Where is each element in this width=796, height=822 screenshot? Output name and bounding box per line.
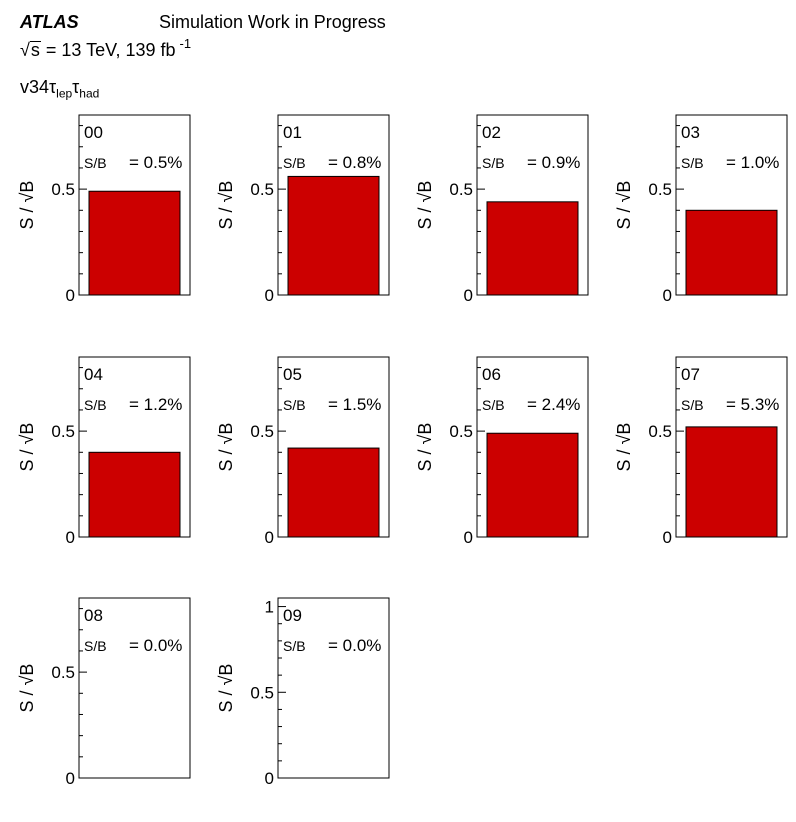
y-axis-title-06: S / √B <box>415 423 435 472</box>
sb-label-00: S/B <box>84 155 107 171</box>
y-tick-label-08-0: 0 <box>66 769 75 788</box>
bar-05 <box>287 447 380 538</box>
panel-frame-00 <box>78 114 191 296</box>
panel-label-08: 08 <box>84 606 103 625</box>
y-tick-label-01-0: 0 <box>265 286 274 305</box>
panel-frame-04 <box>78 356 191 538</box>
sb-label-07: S/B <box>681 397 704 413</box>
panel-label-01: 01 <box>283 123 302 142</box>
panel-label-03: 03 <box>681 123 700 142</box>
sb-label-06: S/B <box>482 397 505 413</box>
y-tick-label-02-0.5: 0.5 <box>449 180 473 199</box>
y-axis-title-01: S / √B <box>216 181 236 230</box>
channel-tau-1: τ <box>49 77 57 97</box>
bar-07 <box>685 426 778 538</box>
energy-label: √s = 13 TeV, 139 fb -1 <box>20 36 192 60</box>
panel-frame-03 <box>675 114 788 296</box>
y-tick-label-00-0: 0 <box>66 286 75 305</box>
channel-label: v34τlepτhad <box>20 77 99 101</box>
y-tick-label-09-0.5: 0.5 <box>250 683 274 702</box>
panel-label-00: 00 <box>84 123 103 142</box>
panel-label-07: 07 <box>681 365 700 384</box>
panel-label-05: 05 <box>283 365 302 384</box>
y-tick-label-04-0: 0 <box>66 528 75 547</box>
bar-03 <box>685 209 778 296</box>
panel-frame-08 <box>78 597 191 779</box>
y-axis-title-08: S / √B <box>17 664 37 713</box>
y-axis-title-00: S / √B <box>17 181 37 230</box>
panel-frame-02 <box>476 114 589 296</box>
bar-01 <box>287 175 380 296</box>
y-tick-label-02-0: 0 <box>464 286 473 305</box>
bar-06 <box>486 432 579 538</box>
sb-label-02: S/B <box>482 155 505 171</box>
y-tick-label-00-0.5: 0.5 <box>51 180 75 199</box>
panel-frame-07 <box>675 356 788 538</box>
sb-value-04: = 1.2% <box>129 395 182 414</box>
channel-had: had <box>79 86 100 101</box>
bar-04 <box>88 451 181 538</box>
experiment-label: ATLAS <box>20 12 79 32</box>
y-tick-label-07-0.5: 0.5 <box>648 422 672 441</box>
y-tick-label-09-0: 0 <box>265 769 274 788</box>
panel-frame-01 <box>277 114 390 296</box>
sb-value-07: = 5.3% <box>726 395 779 414</box>
y-tick-label-01-0.5: 0.5 <box>250 180 274 199</box>
y-tick-label-06-0.5: 0.5 <box>449 422 473 441</box>
sb-value-01: = 0.8% <box>328 153 381 172</box>
panel-label-09: 09 <box>283 606 302 625</box>
panel-frame-06 <box>476 356 589 538</box>
sb-label-05: S/B <box>283 397 306 413</box>
y-axis-title-03: S / √B <box>614 181 634 230</box>
sb-label-01: S/B <box>283 155 306 171</box>
y-tick-label-06-0: 0 <box>464 528 473 547</box>
sb-value-08: = 0.0% <box>129 636 182 655</box>
sb-label-08: S/B <box>84 638 107 654</box>
panel-frame-05 <box>277 356 390 538</box>
sb-value-00: = 0.5% <box>129 153 182 172</box>
energy-text: = 13 TeV, 139 fb <box>45 40 176 60</box>
lumi-exponent: -1 <box>179 36 192 51</box>
panel-label-02: 02 <box>482 123 501 142</box>
sb-value-02: = 0.9% <box>527 153 580 172</box>
sb-value-06: = 2.4% <box>527 395 580 414</box>
y-tick-label-08-0.5: 0.5 <box>51 663 75 682</box>
y-axis-title-02: S / √B <box>415 181 435 230</box>
y-tick-label-05-0: 0 <box>265 528 274 547</box>
y-tick-label-09-1: 1 <box>265 598 274 617</box>
channel-tau-2: τ <box>72 77 80 97</box>
y-axis-title-05: S / √B <box>216 423 236 472</box>
y-tick-label-04-0.5: 0.5 <box>51 422 75 441</box>
channel-lep: lep <box>56 86 73 101</box>
sb-label-04: S/B <box>84 397 107 413</box>
sb-value-05: = 1.5% <box>328 395 381 414</box>
y-axis-title-04: S / √B <box>17 423 37 472</box>
sb-value-03: = 1.0% <box>726 153 779 172</box>
y-tick-label-07-0: 0 <box>663 528 672 547</box>
sb-label-09: S/B <box>283 638 306 654</box>
panel-label-04: 04 <box>84 365 103 384</box>
panel-frame-09 <box>277 597 390 779</box>
y-tick-label-05-0.5: 0.5 <box>250 422 274 441</box>
status-label: Simulation Work in Progress <box>159 12 386 32</box>
y-axis-title-07: S / √B <box>614 423 634 472</box>
panel-label-06: 06 <box>482 365 501 384</box>
y-tick-label-03-0.5: 0.5 <box>648 180 672 199</box>
sb-label-03: S/B <box>681 155 704 171</box>
channel-version: v34 <box>20 77 50 97</box>
sb-value-09: = 0.0% <box>328 636 381 655</box>
energy-sqrt-s: s <box>29 40 41 60</box>
y-axis-title-09: S / √B <box>216 664 236 713</box>
y-tick-label-03-0: 0 <box>663 286 672 305</box>
bar-00 <box>88 190 181 296</box>
bar-02 <box>486 201 579 296</box>
